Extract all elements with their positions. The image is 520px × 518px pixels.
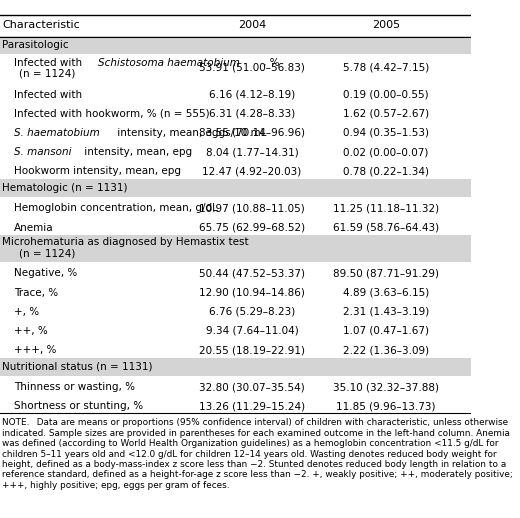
Text: 4.89 (3.63–6.15): 4.89 (3.63–6.15) [343,287,429,298]
Text: Anemia: Anemia [14,223,54,233]
Text: 12.90 (10.94–14.86): 12.90 (10.94–14.86) [199,287,305,298]
Text: Hematologic (n = 1131): Hematologic (n = 1131) [3,183,128,193]
Text: Characteristic: Characteristic [3,20,80,30]
Text: 11.85 (9.96–13.73): 11.85 (9.96–13.73) [336,401,436,411]
Text: 10.97 (10.88–11.05): 10.97 (10.88–11.05) [199,204,305,213]
Text: ++, %: ++, % [14,326,48,336]
Text: 0.94 (0.35–1.53): 0.94 (0.35–1.53) [343,128,429,138]
Text: Infected with hookworm, % (n = 555): Infected with hookworm, % (n = 555) [14,109,210,119]
Text: Nutritional status (n = 1131): Nutritional status (n = 1131) [3,362,153,371]
Text: 2004: 2004 [238,20,266,30]
Text: (n = 1124): (n = 1124) [19,68,75,78]
Text: 13.26 (11.29–15.24): 13.26 (11.29–15.24) [199,401,305,411]
Text: Hemoglobin concentration, mean, g/dL: Hemoglobin concentration, mean, g/dL [14,204,218,213]
Text: 6.16 (4.12–8.19): 6.16 (4.12–8.19) [209,90,295,99]
Text: 65.75 (62.99–68.52): 65.75 (62.99–68.52) [199,223,305,233]
Text: 89.50 (87.71–91.29): 89.50 (87.71–91.29) [333,268,439,279]
Text: S. haematobium: S. haematobium [14,128,100,138]
Text: Shortness or stunting, %: Shortness or stunting, % [14,401,143,411]
Text: S. mansoni: S. mansoni [14,147,72,157]
Text: +++, %: +++, % [14,345,57,355]
Text: 9.34 (7.64–11.04): 9.34 (7.64–11.04) [205,326,298,336]
Text: 5.78 (4.42–7.15): 5.78 (4.42–7.15) [343,63,429,73]
Text: , %: , % [263,59,280,68]
FancyBboxPatch shape [0,179,471,197]
Text: intensity, mean, epg: intensity, mean, epg [81,147,192,157]
Text: 53.91 (51.00–56.83): 53.91 (51.00–56.83) [199,63,305,73]
Text: 50.44 (47.52–53.37): 50.44 (47.52–53.37) [199,268,305,279]
Text: 0.02 (0.00–0.07): 0.02 (0.00–0.07) [343,147,429,157]
Text: 2005: 2005 [372,20,400,30]
Text: 32.80 (30.07–35.54): 32.80 (30.07–35.54) [199,382,305,392]
Text: Infected with: Infected with [14,90,85,99]
FancyBboxPatch shape [0,357,471,376]
Text: 0.78 (0.22–1.34): 0.78 (0.22–1.34) [343,166,429,176]
Text: Parasitologic: Parasitologic [3,40,69,50]
Text: Trace, %: Trace, % [14,287,58,298]
Text: Microhematuria as diagnosed by Hemastix test: Microhematuria as diagnosed by Hemastix … [3,237,249,248]
Text: Hookworm intensity, mean, epg: Hookworm intensity, mean, epg [14,166,181,176]
Text: Negative, %: Negative, % [14,268,77,279]
Text: 6.76 (5.29–8.23): 6.76 (5.29–8.23) [209,307,295,316]
Text: +, %: +, % [14,307,39,316]
Text: 35.10 (32.32–37.88): 35.10 (32.32–37.88) [333,382,439,392]
Text: NOTE.  Data are means or proportions (95% confidence interval) of children with : NOTE. Data are means or proportions (95%… [3,419,513,490]
Text: intensity, mean, eggs/10 mL: intensity, mean, eggs/10 mL [114,128,267,138]
FancyBboxPatch shape [0,36,471,54]
Text: Thinness or wasting, %: Thinness or wasting, % [14,382,135,392]
Text: Schistosoma haematobium: Schistosoma haematobium [98,59,239,68]
Text: 1.07 (0.47–1.67): 1.07 (0.47–1.67) [343,326,429,336]
Text: 2.31 (1.43–3.19): 2.31 (1.43–3.19) [343,307,429,316]
Text: 0.19 (0.00–0.55): 0.19 (0.00–0.55) [343,90,429,99]
FancyBboxPatch shape [0,235,471,262]
Text: 83.55 (70.14–96.96): 83.55 (70.14–96.96) [199,128,305,138]
Text: 12.47 (4.92–20.03): 12.47 (4.92–20.03) [202,166,302,176]
Text: 20.55 (18.19–22.91): 20.55 (18.19–22.91) [199,345,305,355]
Text: 8.04 (1.77–14.31): 8.04 (1.77–14.31) [205,147,298,157]
Text: Infected with: Infected with [14,59,85,68]
Text: 6.31 (4.28–8.33): 6.31 (4.28–8.33) [209,109,295,119]
Text: 2.22 (1.36–3.09): 2.22 (1.36–3.09) [343,345,429,355]
Text: (n = 1124): (n = 1124) [19,249,75,258]
Text: 11.25 (11.18–11.32): 11.25 (11.18–11.32) [333,204,439,213]
Text: 61.59 (58.76–64.43): 61.59 (58.76–64.43) [333,223,439,233]
Text: 1.62 (0.57–2.67): 1.62 (0.57–2.67) [343,109,429,119]
